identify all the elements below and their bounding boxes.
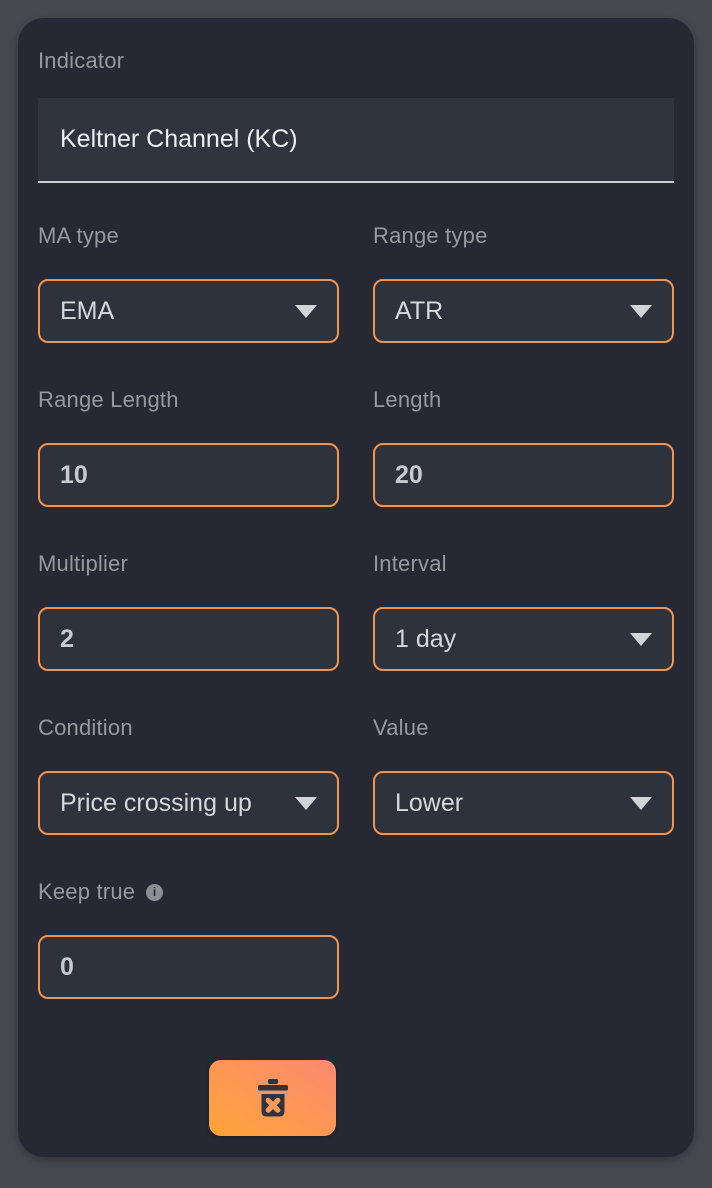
multiplier-group: Multiplier xyxy=(38,551,339,671)
condition-label: Condition xyxy=(38,715,133,740)
value-select[interactable]: Lower xyxy=(373,771,674,835)
trash-delete-icon xyxy=(257,1079,288,1117)
info-icon[interactable]: i xyxy=(146,883,164,901)
range-type-group: Range type ATR xyxy=(373,223,674,343)
multiplier-label: Multiplier xyxy=(38,551,129,576)
length-label: Length xyxy=(373,387,442,412)
range-length-input[interactable] xyxy=(60,445,317,505)
value-label: Value xyxy=(373,715,429,740)
range-type-select[interactable]: ATR xyxy=(373,279,674,343)
chevron-down-icon xyxy=(630,796,652,810)
keep-true-group: Keep true i xyxy=(38,879,339,999)
condition-select[interactable]: Price crossing up xyxy=(38,771,339,835)
interval-label: Interval xyxy=(373,551,447,576)
indicator-name-input[interactable] xyxy=(38,98,674,183)
chevron-down-icon xyxy=(630,304,652,318)
keep-true-label-text: Keep true xyxy=(38,879,136,904)
indicator-settings-card: Indicator MA type EMA Range type ATR Ran… xyxy=(18,18,694,1157)
length-input[interactable] xyxy=(395,445,652,505)
interval-group: Interval 1 day xyxy=(373,551,674,671)
indicator-label: Indicator xyxy=(38,48,125,73)
ma-type-value: EMA xyxy=(60,296,115,325)
range-type-label: Range type xyxy=(373,223,488,248)
value-group: Value Lower xyxy=(373,715,674,835)
empty-grid-cell xyxy=(373,879,674,999)
range-length-label: Range Length xyxy=(38,387,179,412)
condition-group: Condition Price crossing up xyxy=(38,715,339,835)
ma-type-group: MA type EMA xyxy=(38,223,339,343)
ma-type-label: MA type xyxy=(38,223,119,248)
range-length-field xyxy=(38,443,339,507)
chevron-down-icon xyxy=(295,304,317,318)
length-group: Length xyxy=(373,387,674,507)
interval-select[interactable]: 1 day xyxy=(373,607,674,671)
settings-grid: MA type EMA Range type ATR Range Length … xyxy=(38,223,674,999)
ma-type-select[interactable]: EMA xyxy=(38,279,339,343)
range-type-value: ATR xyxy=(395,296,444,325)
keep-true-input[interactable] xyxy=(60,937,317,997)
chevron-down-icon xyxy=(630,632,652,646)
range-length-group: Range Length xyxy=(38,387,339,507)
multiplier-field xyxy=(38,607,339,671)
chevron-down-icon xyxy=(295,796,317,810)
condition-value: Price crossing up xyxy=(60,788,252,817)
interval-value: 1 day xyxy=(395,624,457,653)
length-field xyxy=(373,443,674,507)
delete-indicator-button[interactable] xyxy=(209,1060,336,1136)
multiplier-input[interactable] xyxy=(60,609,317,669)
keep-true-field xyxy=(38,935,339,999)
value-value: Lower xyxy=(395,788,464,817)
keep-true-label: Keep true i xyxy=(38,879,339,905)
